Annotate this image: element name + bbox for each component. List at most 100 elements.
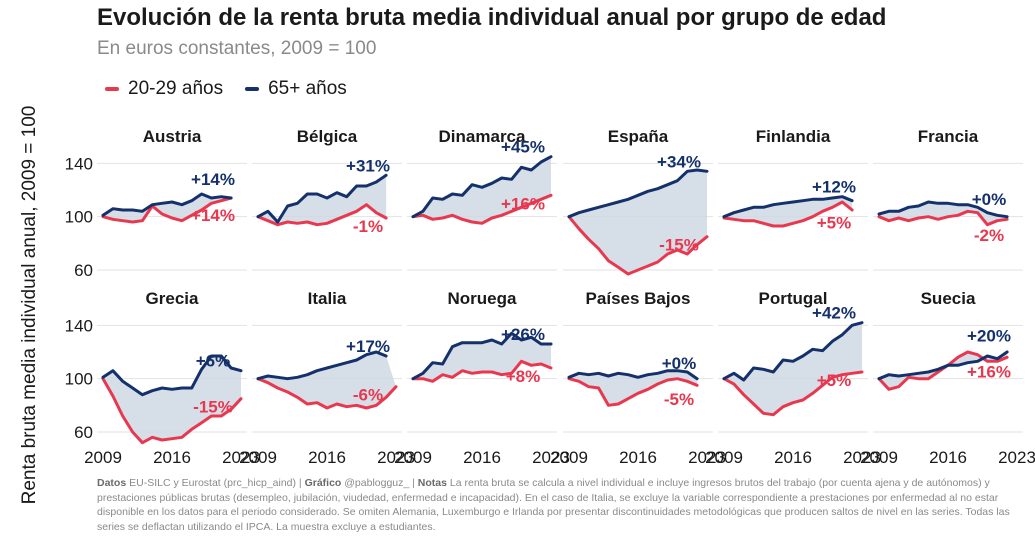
panel-title: Bélgica <box>297 127 358 146</box>
series-line-old <box>101 192 233 217</box>
footnote-grafico-text: @pablogguz_ | <box>341 477 418 489</box>
panel-dinamarca: Dinamarca+45% +16% <box>407 127 557 271</box>
series-line-young <box>411 193 553 225</box>
gap-area <box>103 194 232 222</box>
footnote-notas-text: La renta bruta se calcula a nivel indivi… <box>97 477 1010 533</box>
y-tick-label: 140 <box>65 316 93 335</box>
end-label-old: +45% <box>501 138 545 157</box>
x-tick-label: 2009 <box>239 448 277 467</box>
end-label-old: +17% <box>346 337 390 356</box>
x-tick-label: 2023 <box>998 448 1035 467</box>
series-line-old <box>722 195 854 219</box>
x-tick-label: 2023 <box>222 448 260 467</box>
gap-area <box>724 196 853 226</box>
series-line-young <box>256 203 388 227</box>
series-line-young <box>256 377 398 410</box>
legend-label-young: 20-29 años <box>128 78 224 99</box>
panel-grecia: Grecia +6% -15% 60 100 140 2009 2016 2023 <box>65 289 260 467</box>
series-line-old <box>256 173 388 224</box>
panel-title: Austria <box>143 127 202 146</box>
chart-title: Evolución de la renta bruta media indivi… <box>97 4 887 31</box>
panel-title: Francia <box>918 127 979 146</box>
panel-title: Suecia <box>921 289 976 308</box>
panel-francia: Francia +0% -2% <box>873 127 1023 271</box>
x-tick-label: 2016 <box>774 448 812 467</box>
end-label-young: -15% <box>659 236 699 255</box>
legend-swatch-old <box>245 87 260 91</box>
x-tick-label: 2009 <box>84 448 122 467</box>
panel-portugal: Portugal+42% +5% 2009 2016 2023 <box>705 289 881 467</box>
panel-title: Noruega <box>448 289 518 308</box>
x-tick-label: 2023 <box>532 448 570 467</box>
series-line-old <box>256 350 388 381</box>
gap-area <box>413 156 551 224</box>
series-line-old <box>877 350 1009 381</box>
series-line-young <box>877 209 1009 227</box>
y-tick-label: 100 <box>65 370 93 389</box>
panel-espana: España +34% -15% <box>563 127 713 276</box>
x-tick-label: 2009 <box>705 448 743 467</box>
end-label-young: +16% <box>501 194 545 213</box>
x-tick-label: 2016 <box>619 448 657 467</box>
end-label-young: +5% <box>817 371 852 390</box>
footnote: Datos EU-SILC y Eurostat (prc_hicp_aind)… <box>97 476 1015 534</box>
x-tick-label: 2009 <box>550 448 588 467</box>
panel-paises-bajos: Países Bajos +0% -5% 2009 2016 2023 <box>550 289 726 467</box>
x-tick-label: 2009 <box>860 448 898 467</box>
end-label-old: +42% <box>812 304 856 323</box>
end-label-young: -2% <box>974 226 1004 245</box>
end-label-old: +14% <box>191 170 235 189</box>
legend-item-old: 65+ años <box>245 78 347 100</box>
series-line-old <box>877 200 1009 219</box>
x-tick-label: 2016 <box>153 448 191 467</box>
end-label-old: +12% <box>812 177 856 196</box>
panel-finlandia: Finlandia +12% +5% <box>718 127 868 271</box>
panel-suecia: Suecia +20% +16% 2009 2016 2023 <box>860 289 1035 467</box>
series-line-old <box>722 321 864 382</box>
series-line-young <box>411 359 553 383</box>
end-label-young: -1% <box>353 217 383 236</box>
footnote-datos-label: Datos <box>97 477 127 489</box>
series-line-young <box>567 377 699 407</box>
gap-area <box>569 370 698 406</box>
panel-title: Finlandia <box>756 127 831 146</box>
end-label-young: +16% <box>967 363 1011 382</box>
series-line-young <box>722 200 854 228</box>
series-line-old <box>567 168 709 219</box>
series-line-young <box>567 215 709 276</box>
panel-title: Portugal <box>759 289 828 308</box>
footnote-datos-text: EU-SILC y Eurostat (prc_hicp_aind) | <box>126 477 305 489</box>
x-tick-label: 2023 <box>688 448 726 467</box>
gap-area <box>569 170 707 274</box>
footnote-notas-label: Notas <box>417 477 447 489</box>
footnote-grafico-label: Gráfico <box>304 477 342 489</box>
x-tick-label: 2016 <box>463 448 501 467</box>
end-label-young: -15% <box>193 398 233 417</box>
gap-area <box>724 322 862 415</box>
series-line-young <box>101 377 243 445</box>
x-tick-label: 2023 <box>843 448 881 467</box>
end-label-old: +20% <box>967 327 1011 346</box>
y-tick-label: 60 <box>74 261 93 280</box>
gap-area <box>413 333 551 382</box>
y-tick-label: 60 <box>74 423 93 442</box>
panel-italia: Italia +17% -6% 2009 2016 2023 <box>239 289 415 467</box>
x-tick-label: 2016 <box>929 448 967 467</box>
series-line-young <box>101 196 233 224</box>
y-tick-label: 140 <box>65 154 93 173</box>
end-label-old: +6% <box>196 352 231 371</box>
panel-title: Dinamarca <box>439 127 526 146</box>
end-label-young: -6% <box>353 386 383 405</box>
chart-subtitle: En euros constantes, 2009 = 100 <box>97 38 377 59</box>
series-line-old <box>101 354 243 397</box>
x-tick-label: 2016 <box>308 448 346 467</box>
end-label-old: +0% <box>662 354 697 373</box>
panel-noruega: Noruega +26% +8% 2009 2016 2023 <box>394 289 570 467</box>
end-label-young: +14% <box>191 206 235 225</box>
panel-title: Italia <box>308 289 347 308</box>
gap-area <box>258 175 387 225</box>
series-line-young <box>722 370 864 417</box>
small-multiples-chart: Austria +14% +14% 60 100 140 Bélgica +31% -1% Din… <box>65 127 1035 467</box>
legend: 20-29 años 65+ años <box>105 78 369 100</box>
x-tick-label: 2023 <box>377 448 415 467</box>
